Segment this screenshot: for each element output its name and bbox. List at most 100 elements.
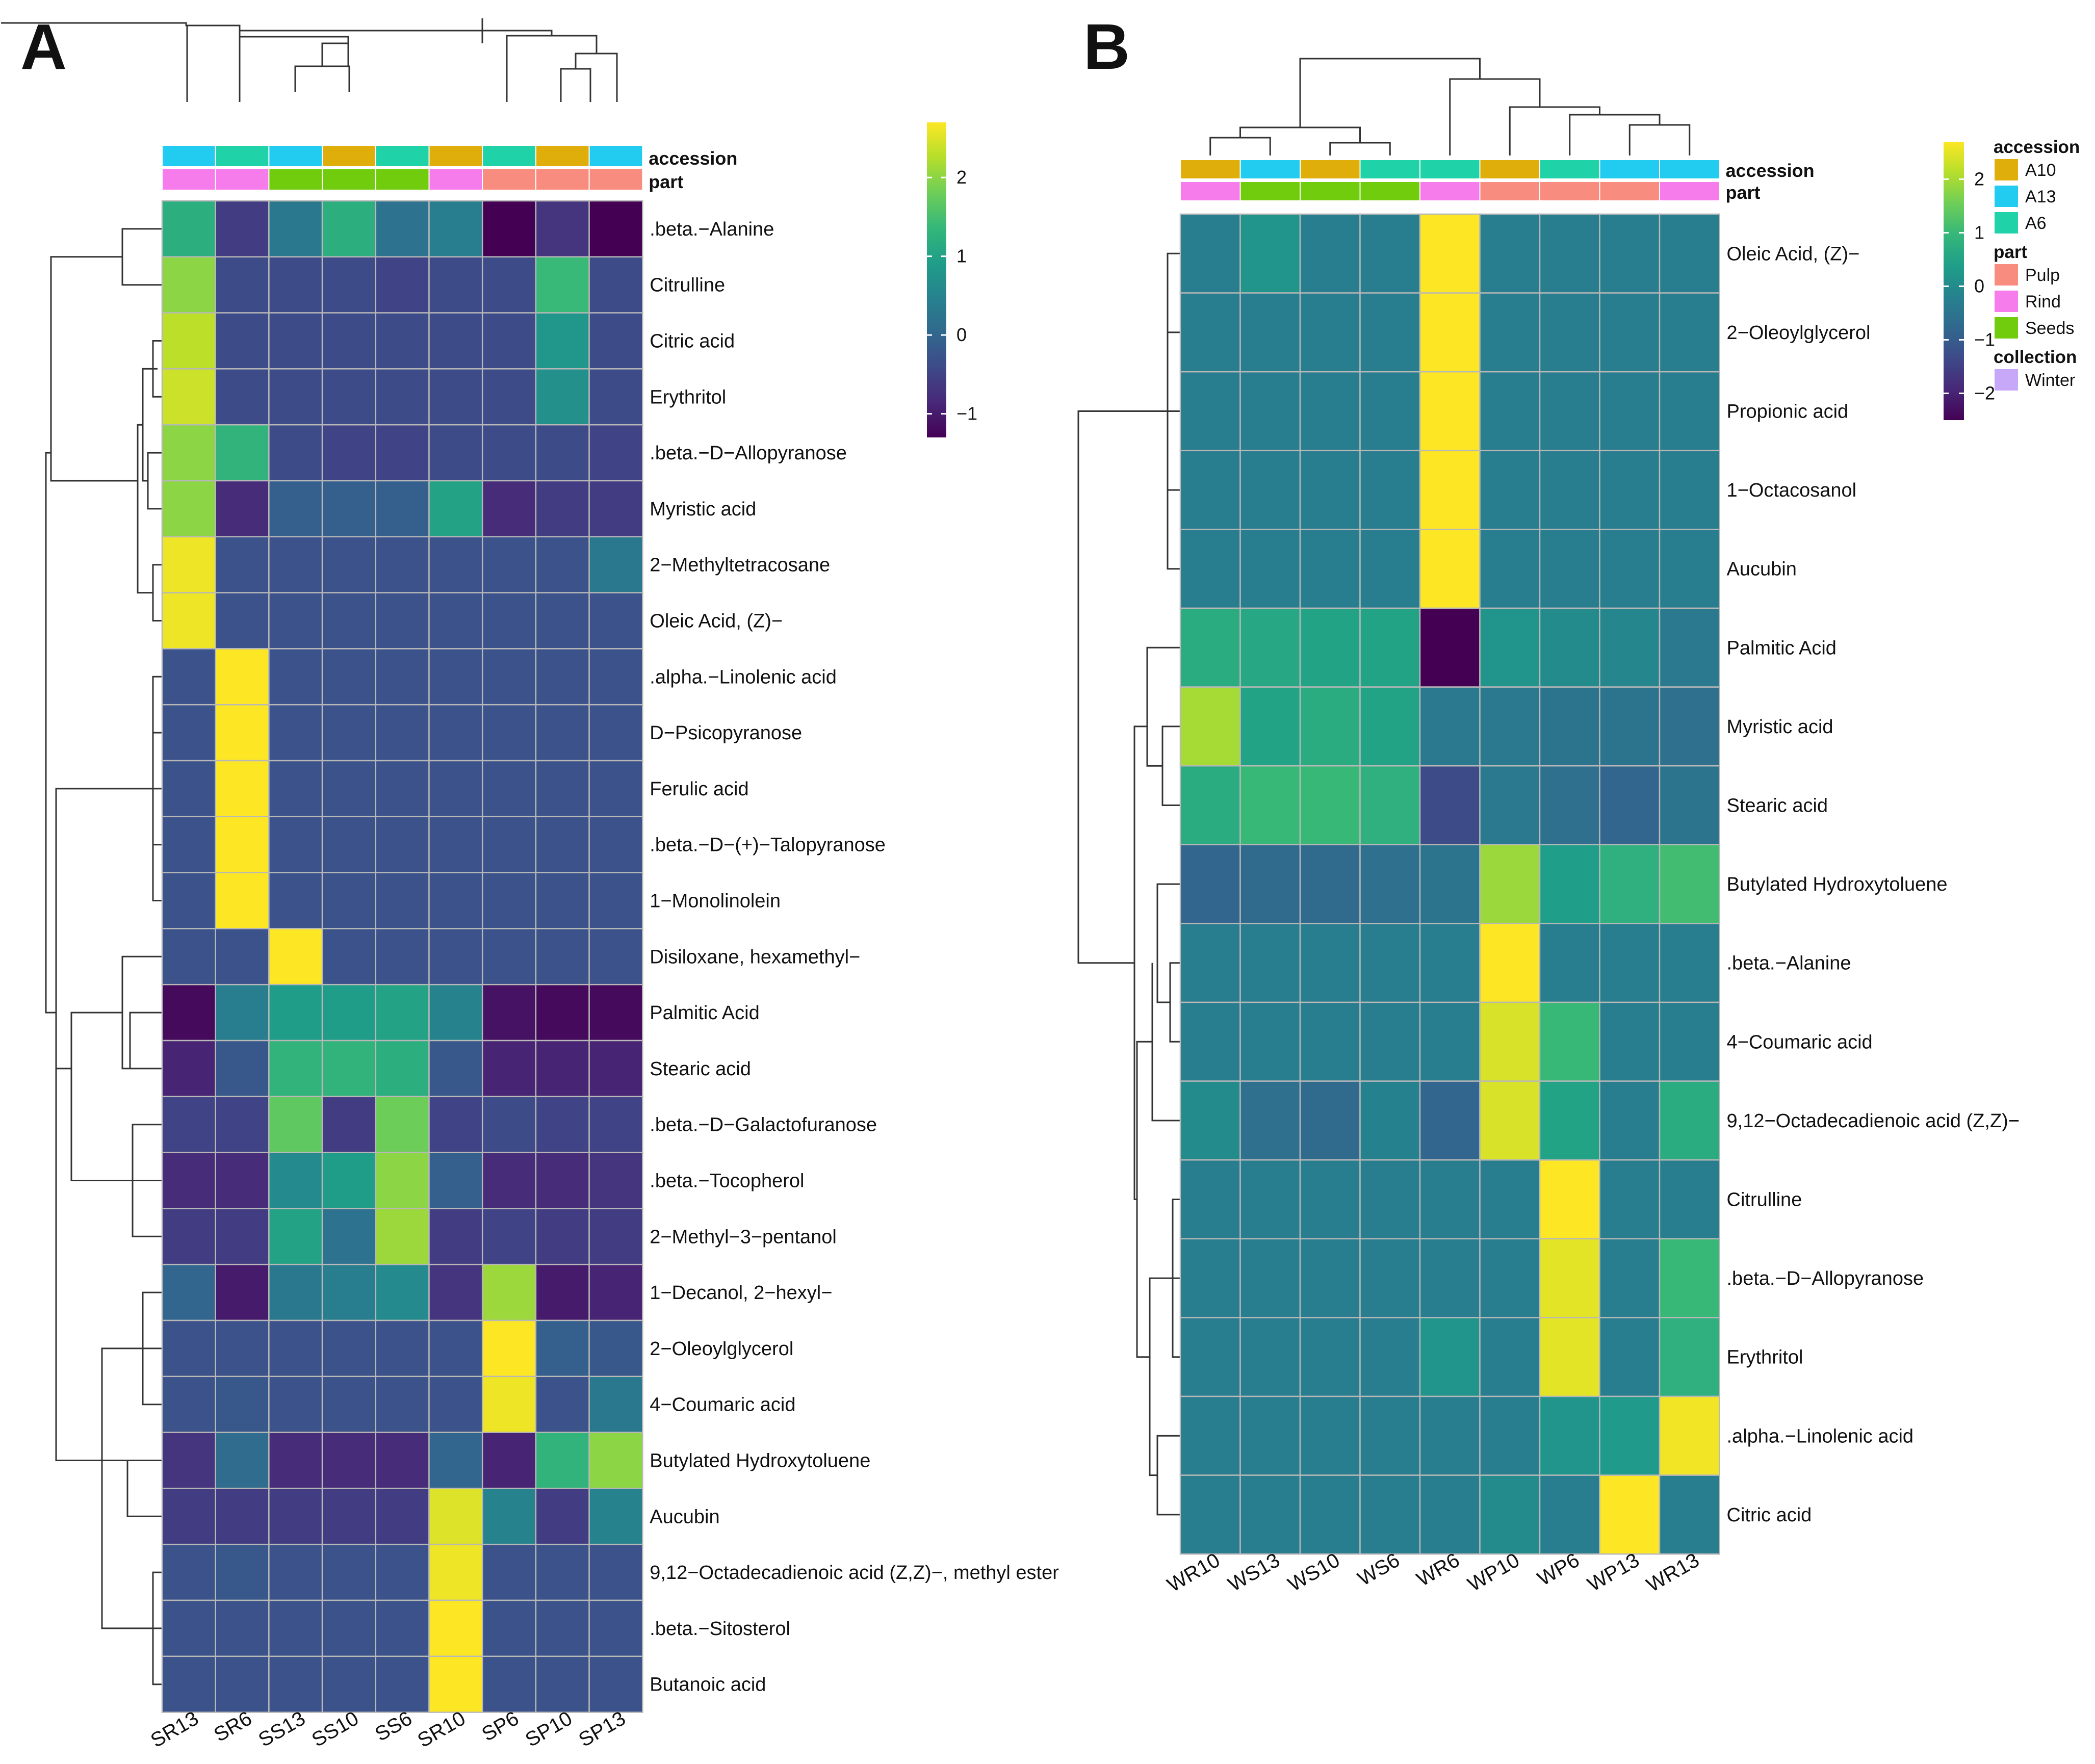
heatmap-cell (588, 1319, 643, 1378)
heatmap-cell (1359, 844, 1421, 924)
heatmap-cell (215, 1319, 270, 1378)
row-label: Oleic Acid, (Z)− (650, 611, 783, 632)
row-label: Palmitic Acid (1727, 637, 1837, 659)
heatmap-cell (1599, 1159, 1661, 1240)
heatmap-cell (321, 816, 377, 873)
row-label: Citrulline (1727, 1189, 1802, 1211)
row-label: Butanoic acid (650, 1674, 766, 1696)
heatmap-cell (481, 424, 537, 482)
heatmap-cell (588, 200, 643, 258)
heatmap-cell (161, 1319, 216, 1378)
heatmap-cell (1299, 844, 1361, 924)
heatmap-cell (1659, 292, 1720, 373)
row-label: Ferulic acid (650, 779, 748, 800)
heatmap-cell (428, 200, 483, 258)
heatmap-cell (1599, 371, 1661, 452)
heatmap-cell (1179, 1001, 1241, 1082)
heatmap-cell (1179, 844, 1241, 924)
heatmap-cell (375, 1263, 430, 1321)
heatmap-cell (588, 1432, 643, 1489)
row-label: .beta.−Sitosterol (650, 1618, 790, 1640)
heatmap-cell (535, 983, 590, 1042)
part-annotation-cell (1539, 181, 1600, 201)
heatmap-cell (215, 1543, 270, 1601)
heatmap-cell (375, 704, 430, 762)
heatmap-cell (1299, 371, 1361, 452)
heatmap-cell (1659, 607, 1720, 688)
heatmap-cell (1539, 686, 1600, 767)
row-label: Erythritol (650, 386, 726, 408)
heatmap-cell (321, 592, 377, 650)
heatmap-cell (321, 928, 377, 985)
legend-item-label: A6 (2025, 214, 2047, 233)
column-label: SP13 (575, 1707, 630, 1751)
colorbar-tick-label: 0 (956, 324, 967, 345)
heatmap-cell (1599, 1395, 1661, 1476)
heatmap-cell (1419, 1238, 1481, 1318)
row-label: 1−Octacosanol (1727, 480, 1857, 501)
heatmap-cell (428, 704, 483, 762)
heatmap-cell (535, 704, 590, 762)
heatmap-cell (588, 760, 643, 818)
row-label: .beta.−D−Allopyranose (1727, 1268, 1924, 1289)
row-label: Butylated Hydroxytoluene (650, 1450, 870, 1472)
heatmap-cell (161, 704, 216, 762)
row-label: .beta.−D−(+)−Talopyranose (650, 835, 886, 856)
heatmap-cell (1299, 1474, 1361, 1555)
heatmap-cell (1239, 765, 1301, 846)
heatmap-cell (268, 1432, 323, 1489)
heatmap-cell (375, 200, 430, 258)
part-annotation-cell (1300, 181, 1361, 201)
heatmap-cell (1359, 371, 1421, 452)
heatmap-cell (1239, 1159, 1301, 1240)
heatmap-cell (1539, 1159, 1600, 1240)
heatmap-cell (1479, 1080, 1541, 1161)
column-label: WR10 (1163, 1549, 1224, 1597)
heatmap-cell (1299, 686, 1361, 767)
heatmap-cell (1299, 765, 1361, 846)
heatmap-cell (535, 1319, 590, 1378)
heatmap-cell (428, 592, 483, 650)
heatmap-cell (1659, 529, 1720, 609)
heatmap-cell (1359, 450, 1421, 530)
row-label: Aucubin (650, 1506, 719, 1527)
heatmap-cell (1599, 923, 1661, 1003)
heatmap-cell (535, 1040, 590, 1098)
heatmap-cell (1179, 371, 1241, 452)
heatmap-cell (1599, 844, 1661, 924)
heatmap-cell (1479, 529, 1541, 609)
heatmap-cell (428, 1543, 483, 1601)
heatmap-cell (1299, 923, 1361, 1003)
colorbar-tick-label: 2 (1974, 169, 1984, 190)
part-annotation-cell (588, 168, 643, 191)
heatmap-cell (588, 648, 643, 706)
heatmap-cell (321, 872, 377, 929)
heatmap-cell (215, 424, 270, 482)
heatmap-cell (588, 592, 643, 650)
heatmap-cell (1299, 1238, 1361, 1318)
heatmap-cell (1539, 213, 1600, 294)
heatmap-cell (1359, 1159, 1421, 1240)
heatmap-cell (375, 1152, 430, 1209)
heatmap-cell (1659, 923, 1720, 1003)
row-label: 1−Monolinolein (650, 891, 781, 912)
heatmap-cell (215, 200, 270, 258)
heatmap-cell (268, 1543, 323, 1601)
heatmap-cell (375, 592, 430, 650)
heatmap-cell (535, 1263, 590, 1321)
colorbar-gradient (927, 122, 946, 437)
heatmap-cell (535, 256, 590, 314)
heatmap-cell (1599, 292, 1661, 373)
heatmap-cell (1419, 923, 1481, 1003)
heatmap-cell (481, 1263, 537, 1321)
heatmap-cell (268, 1376, 323, 1433)
heatmap-cell (161, 1376, 216, 1433)
row-label: Stearic acid (1727, 795, 1828, 817)
accession-annotation-cell (1479, 159, 1540, 179)
heatmap-cell (481, 928, 537, 985)
heatmap-cell (161, 536, 216, 593)
heatmap-cell (1359, 765, 1421, 846)
heatmap-cell (535, 1655, 590, 1713)
heatmap-cell (1299, 450, 1361, 530)
heatmap-cell (1239, 213, 1301, 294)
